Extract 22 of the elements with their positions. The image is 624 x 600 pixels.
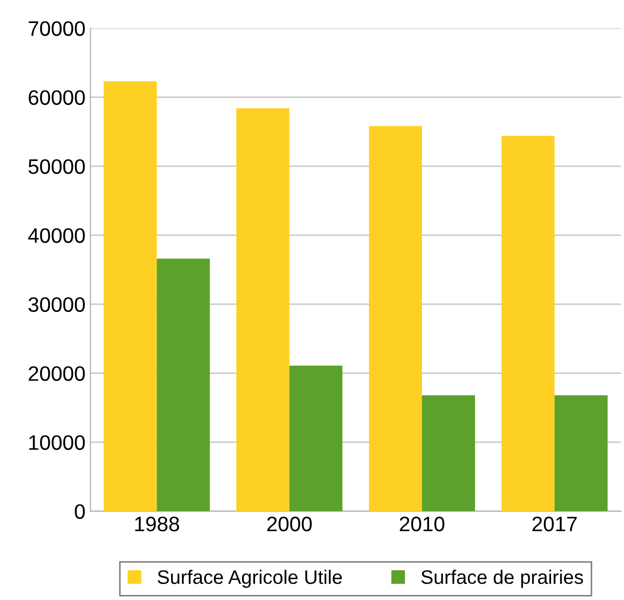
bar xyxy=(368,126,422,512)
x-tick-label: 2010 xyxy=(400,516,444,532)
x-tick-label: 2017 xyxy=(532,516,577,532)
y-tick-label: 70000 xyxy=(28,21,85,36)
bar xyxy=(104,81,157,512)
bar xyxy=(502,136,555,512)
legend-label: Surface de prairies xyxy=(421,570,583,588)
x-tick-label: 1988 xyxy=(135,516,180,532)
y-tick-label: 30000 xyxy=(28,297,85,312)
legend-label: Surface Agricole Utile xyxy=(158,570,342,588)
y-tick-label: 20000 xyxy=(28,366,85,381)
y-tick-label: 60000 xyxy=(28,90,85,105)
x-tick-label: 2000 xyxy=(267,516,312,532)
bar xyxy=(236,108,290,512)
y-tick-label: 50000 xyxy=(28,159,85,174)
bar xyxy=(422,395,476,512)
y-tick-label: 10000 xyxy=(29,435,85,450)
y-tick-label: 0 xyxy=(74,504,85,519)
bar xyxy=(289,366,342,512)
bar xyxy=(554,395,608,512)
bar xyxy=(156,258,210,512)
y-tick-label: 40000 xyxy=(28,228,85,243)
